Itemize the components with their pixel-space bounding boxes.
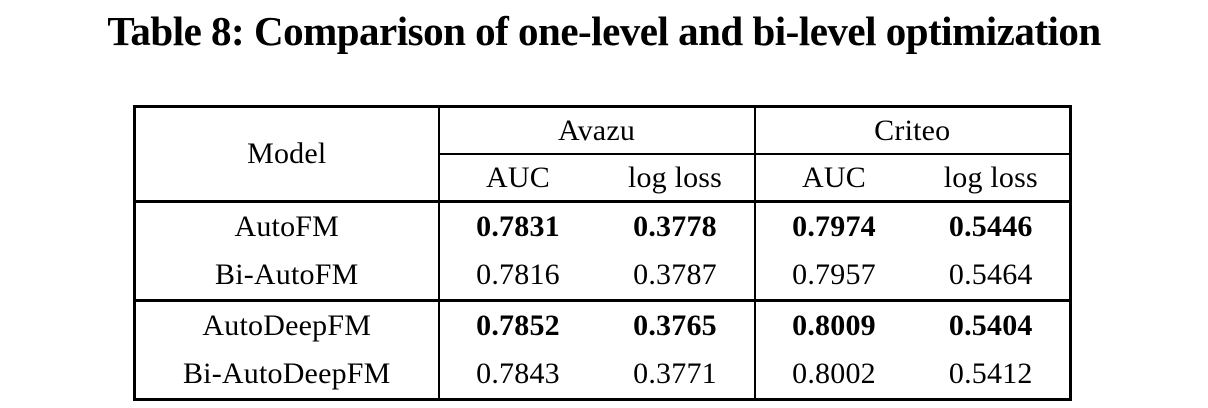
header-sub-row: AUC log loss AUC log loss (135, 154, 1071, 203)
model-name: Bi-AutoDeepFM (182, 357, 391, 390)
col-header-model: Model (134, 106, 440, 203)
model-name: AutoDeepFM (134, 299, 439, 350)
metric-value: 0.7843 (437, 350, 597, 400)
col-group-criteo: Criteo (753, 106, 1071, 155)
col-header-criteo-logloss: log loss (912, 154, 1071, 203)
metric-value: 0.3771 (633, 357, 717, 390)
metric-value: 0.7852 (437, 299, 597, 350)
metric-value: 0.5404 (912, 299, 1071, 350)
col-header-avazu-auc: AUC (437, 154, 597, 203)
metric-value: 0.3765 (596, 299, 755, 350)
metric-value: 0.7816 (437, 251, 597, 301)
metric-value: 0.8002 (753, 350, 913, 400)
metric-value: 0.7957 (753, 251, 913, 301)
col-header-criteo-auc: AUC (753, 154, 913, 203)
table-caption: Table 8: Comparison of one-level and bi-… (107, 8, 1101, 54)
table-row-autodeepfm: AutoDeepFM 0.7852 0.3765 0.8009 0.5404 (134, 299, 1071, 350)
metric-value: 0.5464 (948, 258, 1033, 291)
metric-value: 0.7831 (437, 201, 597, 251)
metric-value: 0.5412 (948, 357, 1033, 390)
model-name: Bi-AutoFM (215, 258, 359, 291)
metric-value: 0.5446 (948, 210, 1033, 243)
results-table: Model Avazu Criteo AUC log loss AUC log … (133, 105, 1073, 401)
table-row-bi-autofm: Bi-AutoFM 0.7816 0.3787 0.7957 0.5464 (135, 251, 1071, 301)
model-name: AutoFM (234, 210, 340, 243)
metric-value: 0.8009 (753, 299, 913, 350)
metric-value: 0.3787 (633, 258, 717, 291)
header-group-row: Model Avazu Criteo (134, 106, 1071, 203)
table-row-autofm: AutoFM 0.7831 0.3778 0.7974 0.5446 (135, 201, 1071, 251)
metric-value: 0.3778 (633, 210, 717, 243)
metric-value: 0.7974 (753, 201, 913, 251)
table-row-bi-autodeepfm: Bi-AutoDeepFM 0.7843 0.3771 0.8002 0.541… (135, 350, 1071, 400)
col-group-avazu: Avazu (437, 106, 755, 155)
col-header-avazu-logloss: log loss (596, 154, 755, 203)
